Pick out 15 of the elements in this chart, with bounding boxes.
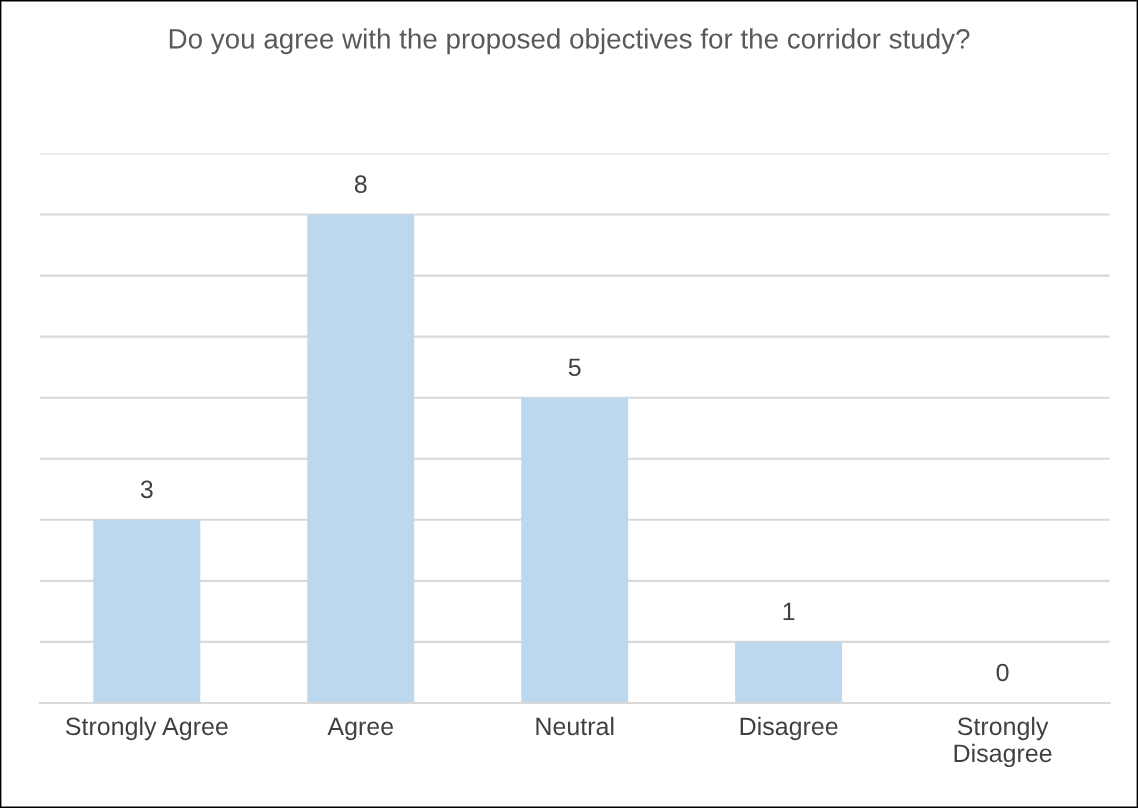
bar — [93, 519, 201, 703]
x-tick-label: Agree — [327, 717, 393, 741]
data-label: 1 — [783, 602, 795, 621]
x-tick-label: Disagree — [740, 716, 838, 741]
bar — [307, 214, 415, 703]
data-label: 8 — [354, 175, 367, 193]
data-label: 5 — [568, 358, 581, 377]
data-label: 3 — [140, 480, 153, 499]
x-tick-label: Strongly Disagree — [954, 716, 1052, 768]
data-label: 0 — [996, 663, 1009, 682]
x-tick-label: Strongly Agree — [65, 716, 228, 741]
x-tick-label: Neutral — [536, 716, 614, 736]
bar — [521, 397, 629, 703]
bar — [735, 641, 843, 703]
chart-title: Do you agree with the proposed objectives for the corridor study? — [169, 28, 970, 55]
